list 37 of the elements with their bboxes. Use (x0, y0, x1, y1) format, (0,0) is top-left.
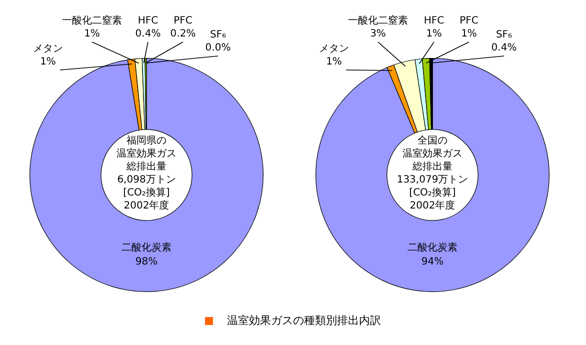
slice-label: メタン (319, 44, 349, 55)
slice-label: メタン (33, 44, 63, 55)
data-label: 98% (135, 256, 158, 268)
text: 温室効果ガス (116, 148, 176, 160)
legend-title: 温室効果ガスの種類別排出内訳 (227, 314, 381, 327)
data-label: 1% (84, 28, 100, 40)
slice-label: PFC (460, 16, 478, 27)
data-label: 3% (370, 28, 386, 40)
category-label: SF₆ (210, 30, 226, 41)
slice-label: 一酸化二窒素 (62, 14, 122, 27)
slice-label: 二酸化炭素 (122, 242, 172, 254)
slice-label: PFC (174, 16, 192, 27)
text: 総排出量 (412, 160, 452, 173)
slice-label: 二酸化炭素 (408, 242, 458, 254)
text: 6,098万トン (117, 174, 176, 186)
text: [CO₂換算] (409, 186, 456, 199)
text: 総排出量 (126, 160, 166, 173)
data-label: 0.4% (491, 42, 517, 54)
text: 全国の (418, 134, 448, 147)
slice-label: HFC (424, 16, 444, 27)
text: [CO₂換算] (123, 186, 170, 199)
text: 133,079万トン (396, 174, 468, 186)
data-label: 1% (426, 28, 442, 40)
text: 温室効果ガス (402, 148, 462, 160)
slice-label: HFC (138, 16, 158, 27)
text: 2002年度 (410, 200, 456, 212)
data-label: 1% (461, 28, 477, 40)
data-label: 1% (326, 56, 342, 68)
data-label: 0.4% (135, 28, 161, 40)
text: 2002年度 (124, 200, 170, 212)
text: 福岡県の (126, 134, 166, 147)
data-label: 94% (421, 256, 444, 268)
data-label: 0.2% (170, 28, 196, 40)
slice-label: 一酸化二窒素 (348, 14, 408, 27)
slice-label: SF₆ (496, 30, 512, 41)
data-label: 1% (40, 56, 56, 68)
text: 0.0% (205, 42, 231, 54)
